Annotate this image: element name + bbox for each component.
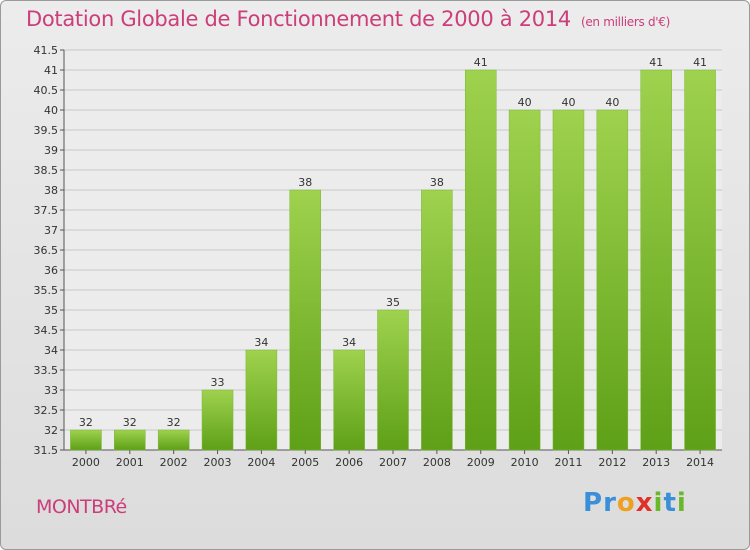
axes: 31.5 32 32.5 33 33.5 34 34.5 35 35.5 36 36.5 37 37.5…	[34, 44, 722, 469]
bar-2012	[596, 109, 629, 451]
logo-letter: x	[635, 488, 654, 518]
data-label: 41	[693, 56, 707, 69]
bar-2013	[640, 69, 672, 451]
x-tick-label: 2009	[467, 456, 495, 469]
data-label: 41	[474, 56, 488, 69]
y-tick-label: 35	[44, 304, 58, 317]
y-tick-label: 38	[44, 184, 58, 197]
data-label: 38	[298, 176, 312, 189]
x-tick-label: 2007	[379, 456, 407, 469]
y-tick-label: 40.5	[34, 84, 59, 97]
y-tick-label: 32.5	[34, 404, 59, 417]
y-tick-label: 38.5	[34, 164, 59, 177]
bar-2005	[289, 189, 322, 451]
x-tick-label: 2003	[204, 456, 232, 469]
data-label: 33	[211, 376, 225, 389]
y-tick-label: 33	[44, 384, 58, 397]
bar-2002	[157, 429, 190, 451]
chart-title: Dotation Globale de Fonctionnement de 20…	[26, 7, 670, 31]
logo-letter: t	[663, 488, 677, 518]
bar-2003	[201, 389, 234, 451]
bar-2010	[508, 109, 541, 451]
x-tick-label: 2006	[335, 456, 363, 469]
proxiti-logo: Proxiti	[583, 488, 687, 518]
data-label: 40	[605, 96, 619, 109]
logo-letter: i	[653, 488, 664, 518]
y-tick-label: 39.5	[34, 124, 59, 137]
y-tick-label: 36	[44, 264, 58, 277]
bar-2000	[70, 429, 102, 451]
y-tick-label: 37	[44, 224, 58, 237]
x-tick-label: 2000	[72, 456, 100, 469]
logo-letter: i	[676, 488, 687, 518]
data-label: 41	[649, 56, 663, 69]
bar-2006	[333, 349, 365, 451]
data-label: 32	[167, 416, 181, 429]
y-tick-label: 41.5	[34, 44, 59, 57]
x-tick-label: 2002	[160, 456, 188, 469]
x-tick-label: 2011	[554, 456, 582, 469]
bar-2011	[552, 109, 585, 451]
logo-letter: P	[583, 488, 604, 518]
x-tick-label: 2004	[247, 456, 275, 469]
logo-letter: o	[616, 488, 636, 518]
data-label: 38	[430, 176, 444, 189]
data-label: 32	[79, 416, 93, 429]
chart-title-text: Dotation Globale de Fonctionnement de 20…	[26, 7, 571, 31]
y-tick-label: 32	[44, 424, 58, 437]
data-label: 35	[386, 296, 400, 309]
bar-2004	[245, 349, 278, 451]
y-tick-label: 41	[44, 64, 58, 77]
chart-unit: (en milliers d'€)	[580, 15, 670, 29]
bar-2007	[377, 309, 409, 451]
data-label: 40	[561, 96, 575, 109]
x-tick-label: 2013	[642, 456, 670, 469]
data-label: 32	[123, 416, 137, 429]
y-tick-label: 34	[44, 344, 58, 357]
x-tick-label: 2014	[686, 456, 714, 469]
y-tick-label: 37.5	[34, 204, 59, 217]
bar-2014	[684, 69, 716, 451]
bar-2001	[114, 429, 146, 451]
data-labels: 32 32 32 33 34 38 34 35 38 41 40 40 40 41 41	[79, 56, 707, 429]
bar-2008	[421, 189, 453, 451]
y-tick-label: 35.5	[34, 284, 59, 297]
y-tick-label: 31.5	[34, 444, 59, 457]
x-tick-label: 2010	[511, 456, 539, 469]
x-tick-label: 2001	[116, 456, 144, 469]
y-tick-label: 33.5	[34, 364, 59, 377]
y-tick-label: 36.5	[34, 244, 59, 257]
y-tick-label: 39	[44, 144, 58, 157]
commune-name: MONTBRé	[36, 496, 127, 518]
y-tick-label: 40	[44, 104, 58, 117]
y-tick-label: 34.5	[34, 324, 59, 337]
x-tick-label: 2008	[423, 456, 451, 469]
x-tick-label: 2005	[291, 456, 319, 469]
bars	[70, 69, 716, 451]
data-label: 34	[342, 336, 356, 349]
data-label: 40	[518, 96, 532, 109]
bar-2009	[464, 69, 497, 451]
logo-letter: r	[603, 488, 617, 518]
x-tick-label: 2012	[598, 456, 626, 469]
data-label: 34	[254, 336, 268, 349]
